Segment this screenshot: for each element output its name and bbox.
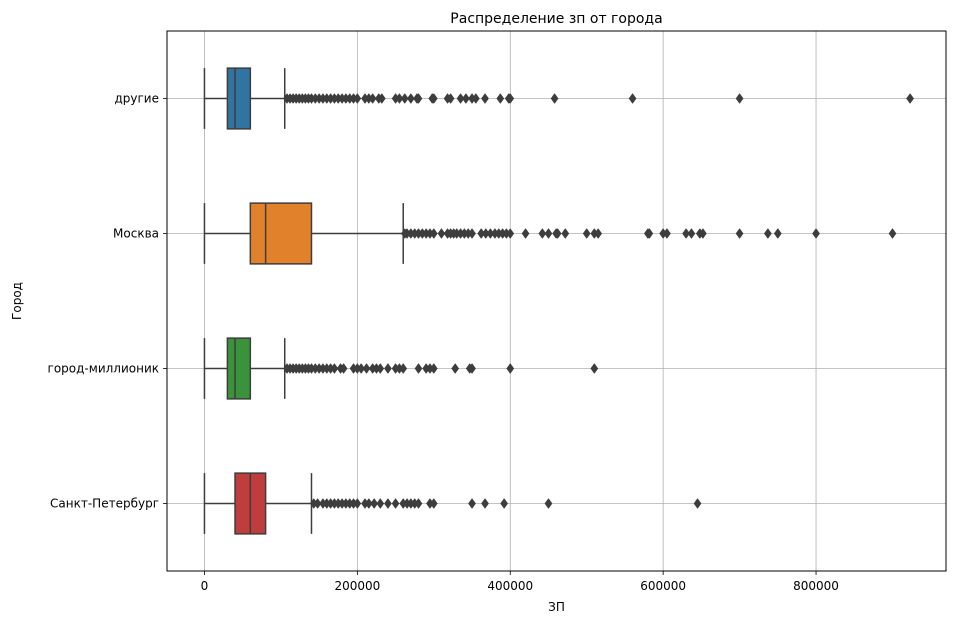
y-tick-label: Санкт-Петербург — [50, 497, 159, 511]
outlier-point — [362, 363, 371, 374]
outlier-point — [538, 228, 547, 239]
outlier-point — [496, 93, 505, 104]
outlier-point — [521, 228, 530, 239]
box-group — [203, 337, 599, 400]
outlier-point — [906, 93, 914, 104]
outlier-point — [693, 498, 702, 509]
outlier-point — [313, 498, 322, 509]
outlier-point — [395, 93, 404, 104]
outlier-point — [406, 93, 415, 104]
box-group — [203, 202, 897, 265]
outlier-point — [357, 363, 366, 374]
outlier-point — [544, 228, 553, 239]
outlier-point — [364, 498, 373, 509]
outlier-point — [481, 498, 489, 509]
outlier-point — [550, 93, 559, 104]
outlier-point — [451, 363, 460, 374]
outlier-point — [506, 363, 515, 374]
outlier-point — [812, 228, 820, 239]
x-tick-label: 0 — [201, 579, 209, 593]
outlier-point — [763, 228, 772, 239]
y-axis-label: Город — [10, 282, 24, 320]
y-tick-label: другие — [114, 92, 159, 106]
x-tick-label: 600000 — [640, 579, 686, 593]
outlier-point — [399, 363, 408, 374]
outlier-point — [735, 228, 744, 239]
box — [226, 67, 252, 130]
outlier-point — [544, 498, 553, 509]
outlier-point — [353, 93, 362, 104]
outlier-point — [368, 93, 377, 104]
outlier-point — [471, 93, 480, 104]
x-tick-label: 800000 — [793, 579, 839, 593]
outlier-point — [429, 93, 438, 104]
outlier-point — [687, 228, 696, 239]
x-axis-label: ЗП — [548, 600, 565, 614]
x-axis: 0 200000 400000 600000 800000 — [201, 571, 839, 593]
outlier-point — [773, 228, 782, 239]
outlier-point — [462, 93, 470, 104]
outlier-point — [330, 363, 339, 374]
outlier-point — [456, 93, 465, 104]
plot-area — [203, 67, 914, 535]
y-tick-label: город-миллионик — [48, 362, 159, 376]
outlier-point — [437, 228, 446, 239]
outlier-point — [582, 228, 591, 239]
outlier-point — [500, 498, 509, 509]
outlier-point — [339, 363, 348, 374]
outlier-point — [682, 228, 690, 239]
y-tick-label: Москва — [113, 227, 159, 241]
outlier-point — [370, 498, 379, 509]
grid — [167, 31, 946, 571]
outlier-point — [506, 228, 515, 239]
outlier-point — [376, 363, 385, 374]
outlier-point — [553, 228, 562, 239]
outlier-point — [400, 93, 409, 104]
box — [226, 337, 252, 400]
outlier-point — [429, 363, 438, 374]
outlier-point — [561, 228, 570, 239]
plot-frame — [166, 30, 947, 572]
outlier-point — [663, 228, 671, 239]
outlier-point — [446, 93, 455, 104]
outlier-point — [384, 498, 392, 509]
outlier-point — [735, 93, 744, 104]
outlier-point — [590, 363, 599, 374]
outlier-point — [468, 228, 476, 239]
outlier-point — [391, 498, 400, 509]
outlier-point — [645, 228, 654, 239]
box — [249, 202, 313, 265]
outlier-point — [376, 498, 385, 509]
outlier-point — [594, 228, 603, 239]
outlier-point — [481, 93, 489, 104]
outlier-point — [628, 93, 637, 104]
outlier-point — [468, 498, 476, 509]
outlier-point — [429, 228, 438, 239]
outlier-point — [698, 228, 707, 239]
outlier-point — [414, 498, 423, 509]
y-axis: другие Москва город-миллионик Санкт-Петербу… — [48, 92, 167, 511]
outlier-point — [353, 498, 362, 509]
outlier-point — [429, 498, 438, 509]
outlier-point — [414, 363, 423, 374]
outlier-point — [377, 93, 386, 104]
chart-title: Распределение зп от города — [450, 11, 662, 27]
x-tick-label: 200000 — [334, 579, 380, 593]
outlier-point — [506, 93, 515, 104]
outlier-point — [888, 228, 897, 239]
outlier-point — [384, 363, 392, 374]
x-tick-label: 400000 — [487, 579, 533, 593]
outlier-point — [468, 363, 476, 374]
box-group — [203, 67, 914, 130]
outlier-point — [414, 93, 423, 104]
box-group — [203, 472, 702, 535]
